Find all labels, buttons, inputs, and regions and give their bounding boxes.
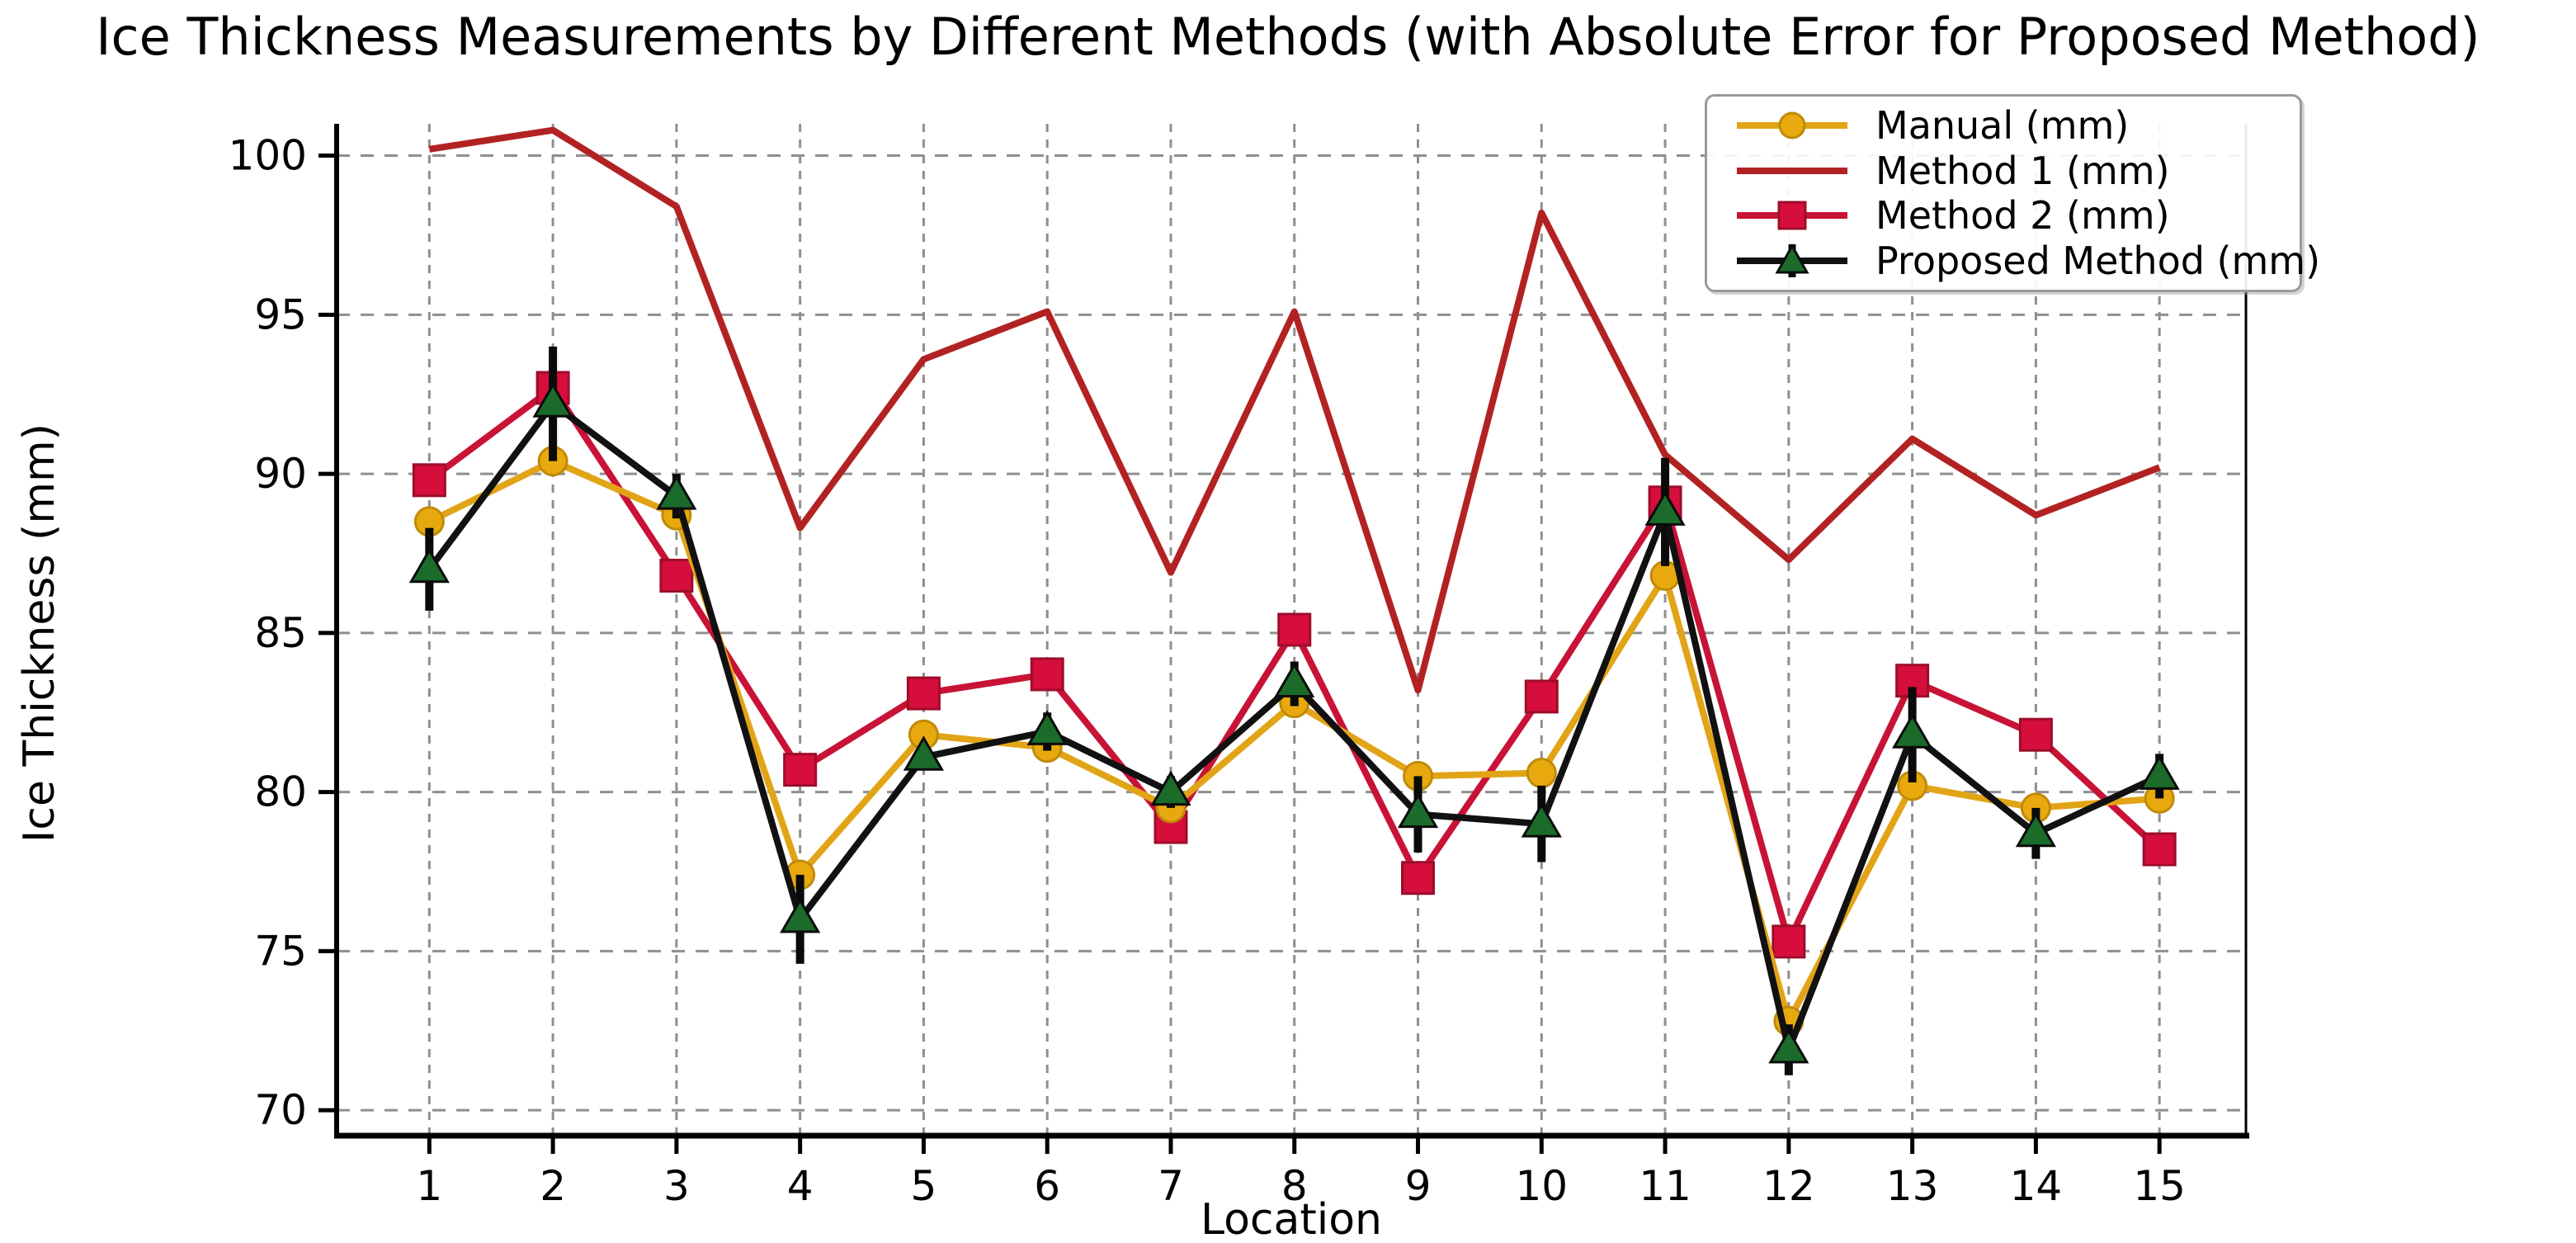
- data-point-triangle: [408, 547, 450, 584]
- y-tick-label: 100: [229, 132, 307, 180]
- legend-label: Method 2 (mm): [1875, 193, 2170, 239]
- data-point-triangle: [2015, 811, 2056, 848]
- data-point-triangle: [1274, 662, 1315, 698]
- data-point-square: [659, 558, 694, 593]
- x-tick-label: 5: [911, 1162, 937, 1210]
- x-tick-label: 3: [663, 1162, 690, 1210]
- data-point-triangle: [656, 475, 697, 510]
- x-tick-label: 15: [2133, 1162, 2186, 1210]
- x-tick-label: 7: [1158, 1162, 1184, 1210]
- data-point-square: [906, 676, 941, 711]
- x-tick-label: 11: [1639, 1162, 1691, 1210]
- legend-swatch-triangle: [1737, 243, 1847, 277]
- y-tick-label: 75: [254, 927, 307, 975]
- x-tick-label: 1: [416, 1162, 442, 1210]
- legend-swatch-none: [1737, 167, 1847, 174]
- chart-title: Ice Thickness Measurements by Different …: [96, 7, 2480, 67]
- x-tick-label: 12: [1762, 1162, 1815, 1210]
- legend-label: Method 1 (mm): [1875, 148, 2170, 193]
- data-point-circle: [1526, 757, 1557, 788]
- x-tick-label: 10: [1515, 1162, 1568, 1210]
- data-point-triangle: [2139, 754, 2180, 790]
- y-tick-label: 90: [254, 450, 307, 498]
- x-tick-label: 9: [1405, 1162, 1432, 1210]
- y-tick-label: 95: [254, 291, 307, 338]
- x-tick-label: 8: [1281, 1162, 1308, 1210]
- data-point-square: [783, 753, 818, 787]
- y-tick-label: 70: [254, 1086, 307, 1134]
- legend-item: Manual (mm): [1712, 103, 2295, 148]
- legend-item: Proposed Method (mm): [1712, 239, 2320, 283]
- data-point-square: [2018, 717, 2053, 752]
- x-tick-label: 14: [2010, 1162, 2063, 1210]
- data-point-triangle: [1892, 713, 1933, 749]
- data-point-triangle: [1150, 770, 1191, 806]
- series-line: [428, 126, 2161, 694]
- legend-label: Proposed Method (mm): [1875, 238, 2321, 283]
- data-point-square: [1524, 679, 1559, 714]
- legend-item: Method 2 (mm): [1712, 193, 2295, 238]
- y-tick-label: 80: [254, 768, 307, 816]
- data-point-triangle: [532, 382, 573, 418]
- data-point-triangle: [1644, 490, 1686, 526]
- data-point-square: [1030, 657, 1064, 692]
- x-tick-label: 13: [1886, 1162, 1939, 1210]
- legend-swatch-square: [1737, 201, 1847, 230]
- data-point-triangle: [780, 897, 821, 933]
- data-point-square: [1277, 612, 1312, 647]
- data-point-square: [1401, 861, 1436, 896]
- data-point-triangle: [903, 735, 945, 771]
- data-point-square: [1772, 924, 1806, 959]
- x-tick-label: 2: [540, 1162, 566, 1210]
- data-point-triangle: [1768, 1028, 1809, 1064]
- x-tick-label: 6: [1034, 1162, 1060, 1210]
- data-point-square: [412, 463, 446, 498]
- legend: Manual (mm) Method 1 (mm) Method 2 (mm) Pro…: [1705, 94, 2320, 292]
- data-point-triangle: [1521, 802, 1562, 838]
- legend-swatch-circle: [1737, 111, 1847, 139]
- data-point-triangle: [1397, 792, 1439, 829]
- legend-item: Method 1 (mm): [1712, 149, 2295, 193]
- data-point-square: [2142, 832, 2177, 867]
- x-tick-label: 4: [787, 1162, 814, 1210]
- legend-label: Manual (mm): [1875, 103, 2130, 149]
- x-axis-label: Location: [1201, 1195, 1382, 1243]
- y-tick-label: 85: [254, 609, 307, 657]
- data-point-triangle: [1026, 710, 1068, 745]
